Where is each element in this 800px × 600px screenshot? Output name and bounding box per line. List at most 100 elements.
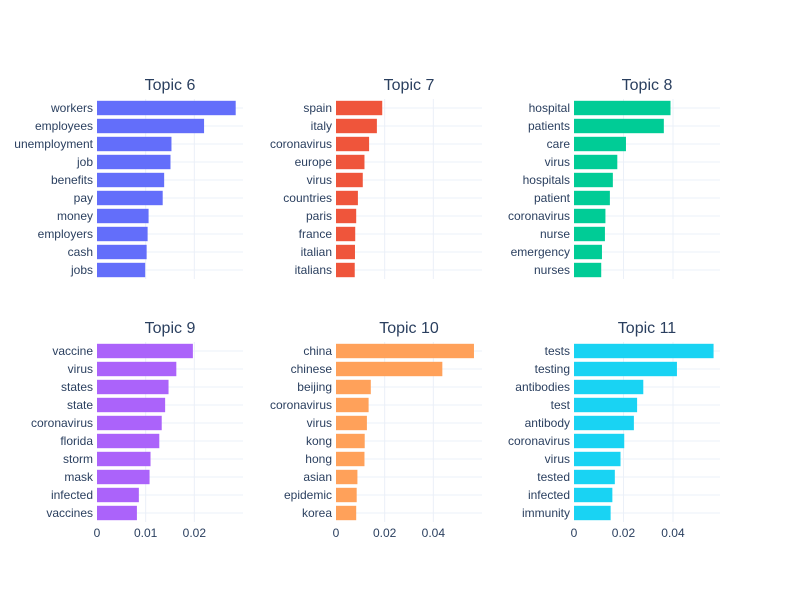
- bar: [97, 397, 166, 413]
- bar: [97, 190, 163, 206]
- tick-label: 0.02: [183, 526, 207, 540]
- category-label: countries: [283, 191, 332, 205]
- bar: [97, 361, 177, 377]
- category-label: virus: [545, 155, 570, 169]
- category-label: korea: [302, 506, 332, 520]
- bar: [336, 397, 369, 413]
- bar: [574, 136, 626, 152]
- bar: [97, 100, 236, 116]
- chart-panel: Topic 10 china chinese beijing coronavirus vi…: [270, 320, 482, 540]
- bar: [574, 379, 644, 395]
- bar: [574, 487, 613, 503]
- panel-title: Topic 8: [622, 77, 673, 94]
- bar: [97, 487, 139, 503]
- category-label: beijing: [297, 380, 332, 394]
- bar: [97, 208, 149, 224]
- bar: [97, 226, 148, 242]
- tick-label: 0: [571, 526, 578, 540]
- bar: [574, 118, 664, 134]
- bar: [97, 469, 150, 485]
- category-label: job: [76, 155, 93, 169]
- category-label: unemployment: [14, 137, 93, 151]
- bar: [97, 172, 165, 188]
- bar: [336, 100, 383, 116]
- bar: [574, 397, 638, 413]
- tick-label: 0: [333, 526, 340, 540]
- category-label: coronavirus: [508, 209, 570, 223]
- category-label: states: [61, 380, 93, 394]
- bar: [97, 451, 151, 467]
- category-label: spain: [303, 101, 332, 115]
- bar: [336, 379, 371, 395]
- bar: [97, 244, 147, 260]
- bar: [336, 262, 355, 278]
- category-label: paris: [306, 209, 332, 223]
- chart-panel: Topic 9 vaccine virus states state coronaviru…: [31, 320, 243, 540]
- bar: [574, 433, 625, 449]
- category-label: coronavirus: [270, 398, 332, 412]
- category-label: testing: [535, 362, 570, 376]
- bar: [336, 415, 367, 431]
- category-label: mask: [64, 470, 94, 484]
- category-label: patients: [528, 119, 570, 133]
- bar: [97, 118, 205, 134]
- bar: [574, 415, 634, 431]
- category-label: emergency: [511, 245, 570, 259]
- category-label: nurse: [540, 227, 570, 241]
- bar: [97, 136, 172, 152]
- category-label: workers: [50, 101, 93, 115]
- bar: [336, 469, 358, 485]
- panel-title: Topic 9: [145, 320, 196, 337]
- category-label: cash: [68, 245, 93, 259]
- category-label: virus: [545, 452, 570, 466]
- bar: [574, 262, 602, 278]
- tick-label: 0: [94, 526, 101, 540]
- category-label: antibody: [525, 416, 570, 430]
- chart-panel: Topic 11 tests testing antibodies test antibo…: [508, 320, 720, 540]
- bar: [336, 154, 365, 170]
- category-label: hospitals: [523, 173, 570, 187]
- category-label: infected: [528, 488, 570, 502]
- bar: [574, 208, 606, 224]
- category-label: patient: [534, 191, 571, 205]
- bar: [574, 154, 618, 170]
- bar: [336, 118, 377, 134]
- category-label: asian: [303, 470, 332, 484]
- tick-label: 0.04: [422, 526, 446, 540]
- bar: [336, 343, 474, 359]
- tick-label: 0.01: [134, 526, 158, 540]
- bar: [97, 433, 160, 449]
- category-label: europe: [295, 155, 333, 169]
- panel-title: Topic 11: [618, 320, 677, 337]
- category-label: storm: [63, 452, 93, 466]
- category-label: coronavirus: [508, 434, 570, 448]
- category-label: coronavirus: [270, 137, 332, 151]
- tick-label: 0.04: [661, 526, 685, 540]
- chart-panel: Topic 6 workers employees unemployment job be…: [14, 77, 243, 279]
- tick-label: 0.02: [373, 526, 397, 540]
- category-label: france: [299, 227, 333, 241]
- bar: [574, 343, 714, 359]
- bar: [336, 433, 365, 449]
- category-label: italians: [295, 263, 332, 277]
- category-label: coronavirus: [31, 416, 93, 430]
- category-label: care: [547, 137, 571, 151]
- bar: [574, 226, 605, 242]
- category-label: vaccine: [52, 344, 93, 358]
- category-label: infected: [51, 488, 93, 502]
- bar: [574, 451, 621, 467]
- category-label: pay: [74, 191, 93, 205]
- bar: [97, 343, 193, 359]
- bar: [336, 487, 357, 503]
- category-label: state: [67, 398, 93, 412]
- bar: [336, 172, 363, 188]
- bar: [336, 226, 356, 242]
- category-label: jobs: [70, 263, 93, 277]
- bar: [574, 244, 602, 260]
- category-label: florida: [60, 434, 93, 448]
- bar: [574, 505, 611, 521]
- bar: [574, 100, 671, 116]
- bar: [97, 154, 171, 170]
- category-label: virus: [68, 362, 93, 376]
- category-label: chinese: [291, 362, 333, 376]
